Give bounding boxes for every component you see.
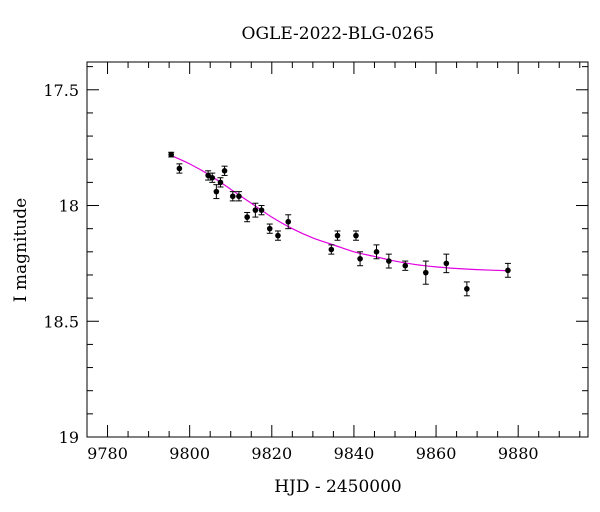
data-point-marker [221, 167, 228, 174]
y-tick-label: 18 [59, 197, 79, 216]
chart-title: OGLE-2022-BLG-0265 [242, 24, 435, 44]
data-point [258, 205, 265, 216]
x-tick-label: 9860 [416, 444, 457, 463]
data-points [168, 151, 511, 297]
data-point [352, 230, 359, 241]
data-point [422, 260, 429, 285]
data-point [213, 184, 220, 200]
x-tick-label: 9880 [498, 444, 539, 463]
data-point-marker [422, 269, 429, 276]
data-point [328, 244, 335, 255]
data-point-marker [334, 232, 341, 239]
data-point [209, 172, 216, 183]
data-point [504, 262, 511, 278]
data-point [463, 281, 470, 297]
data-point-marker [505, 267, 511, 274]
data-point [244, 211, 251, 223]
plot-frame [86, 61, 589, 438]
data-point-marker [229, 193, 236, 200]
data-point-marker [285, 218, 292, 225]
data-point [176, 163, 183, 174]
data-point-marker [258, 207, 265, 213]
data-point [385, 253, 392, 269]
data-point-marker [386, 258, 392, 264]
data-point-marker [328, 246, 335, 253]
x-tick-label: 9800 [169, 444, 210, 463]
data-point-marker [205, 172, 211, 179]
data-point-marker [266, 225, 273, 232]
y-axis-label: I magnitude [11, 198, 31, 302]
data-point [205, 170, 212, 181]
data-point [221, 165, 228, 176]
data-point [217, 177, 224, 188]
data-point [274, 230, 281, 241]
data-point-marker [176, 165, 183, 172]
data-point-marker [275, 232, 281, 239]
data-point-marker [217, 179, 224, 186]
model-fit-curve [168, 154, 511, 272]
data-point [373, 244, 380, 260]
axis-ticks [86, 62, 588, 438]
data-point [229, 191, 236, 202]
data-point [443, 253, 450, 274]
x-axis-label: HJD - 2450000 [274, 477, 402, 497]
data-point-marker [252, 207, 259, 213]
x-tick-label: 9780 [87, 444, 128, 463]
data-point-marker [213, 188, 220, 195]
data-point-marker [209, 174, 216, 181]
x-tick-label: 9840 [334, 444, 375, 463]
data-point [168, 151, 175, 158]
data-point-marker [357, 255, 363, 262]
tick-labels: 9780 9800 9820 9840 9860 9880 17.5 18 18.5 19 [43, 81, 538, 463]
y-tick-label: 19 [59, 428, 79, 447]
data-point-marker [373, 249, 380, 255]
data-point-marker [236, 193, 242, 200]
data-point-marker [464, 286, 470, 292]
data-point [357, 251, 364, 267]
y-tick-label: 18.5 [43, 312, 79, 331]
data-point [334, 230, 341, 241]
data-point [285, 214, 292, 230]
data-point [252, 202, 259, 218]
data-point-marker [402, 262, 409, 269]
y-tick-label: 17.5 [43, 81, 79, 100]
data-point-marker [168, 151, 174, 158]
data-point [266, 223, 273, 234]
plot-border [86, 61, 589, 438]
data-point [235, 191, 242, 202]
x-tick-label: 9820 [251, 444, 292, 463]
data-point-marker [244, 214, 250, 220]
data-point-marker [353, 232, 359, 239]
data-point [402, 260, 409, 271]
data-point-marker [443, 260, 450, 267]
